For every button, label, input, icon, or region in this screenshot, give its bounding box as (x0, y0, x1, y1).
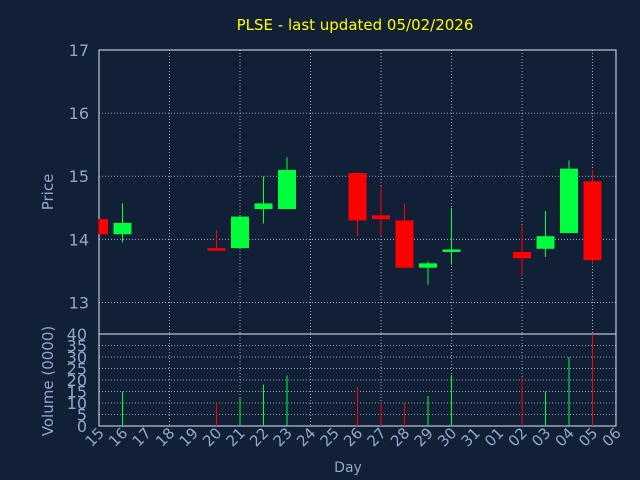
volume-tick-label: 20 (67, 371, 87, 390)
candle-body (231, 216, 249, 249)
price-tick-label: 13 (69, 293, 89, 312)
x-axis-label: Day (334, 460, 362, 476)
candle-body (513, 251, 531, 259)
candle-body (207, 248, 226, 251)
x-ticks: 1516171819202122232425262728293031010203… (82, 424, 625, 450)
volume-tick-label: 25 (67, 360, 87, 379)
candle-body (583, 181, 602, 261)
candle-body (442, 249, 461, 252)
volume-axis-label: Volume (0000) (39, 326, 57, 436)
volume-tick-label: 0 (77, 417, 87, 436)
price-tick-label: 14 (69, 230, 89, 249)
volume-tick-label: 40 (67, 325, 87, 344)
candles-layer (98, 157, 602, 285)
candle-body (372, 215, 390, 220)
candle-body (348, 173, 367, 221)
candle-body (395, 220, 414, 268)
price-tick-label: 16 (69, 104, 89, 123)
candle-body (254, 203, 273, 210)
price-y-ticks: 13 14 15 16 17 (69, 41, 89, 312)
volume-tick-label: 10 (67, 394, 87, 413)
price-tick-label: 15 (69, 167, 89, 186)
price-tick-label: 17 (69, 41, 89, 60)
chart-title: PLSE - last updated 05/02/2026 (237, 16, 474, 34)
candle-body (560, 168, 578, 234)
candle-body (113, 222, 132, 235)
price-axis-label: Price (39, 174, 57, 211)
candle-body (536, 236, 555, 249)
volume-tick-label: 30 (67, 348, 87, 367)
candle-body (278, 169, 296, 210)
volume-bars-layer (122, 334, 593, 426)
candle-body (419, 263, 437, 268)
candle-body (99, 219, 108, 235)
volume-tick-label: 35 (67, 337, 87, 356)
volume-tick-label: 5 (77, 406, 87, 425)
volume-tick-label: 15 (67, 383, 87, 402)
